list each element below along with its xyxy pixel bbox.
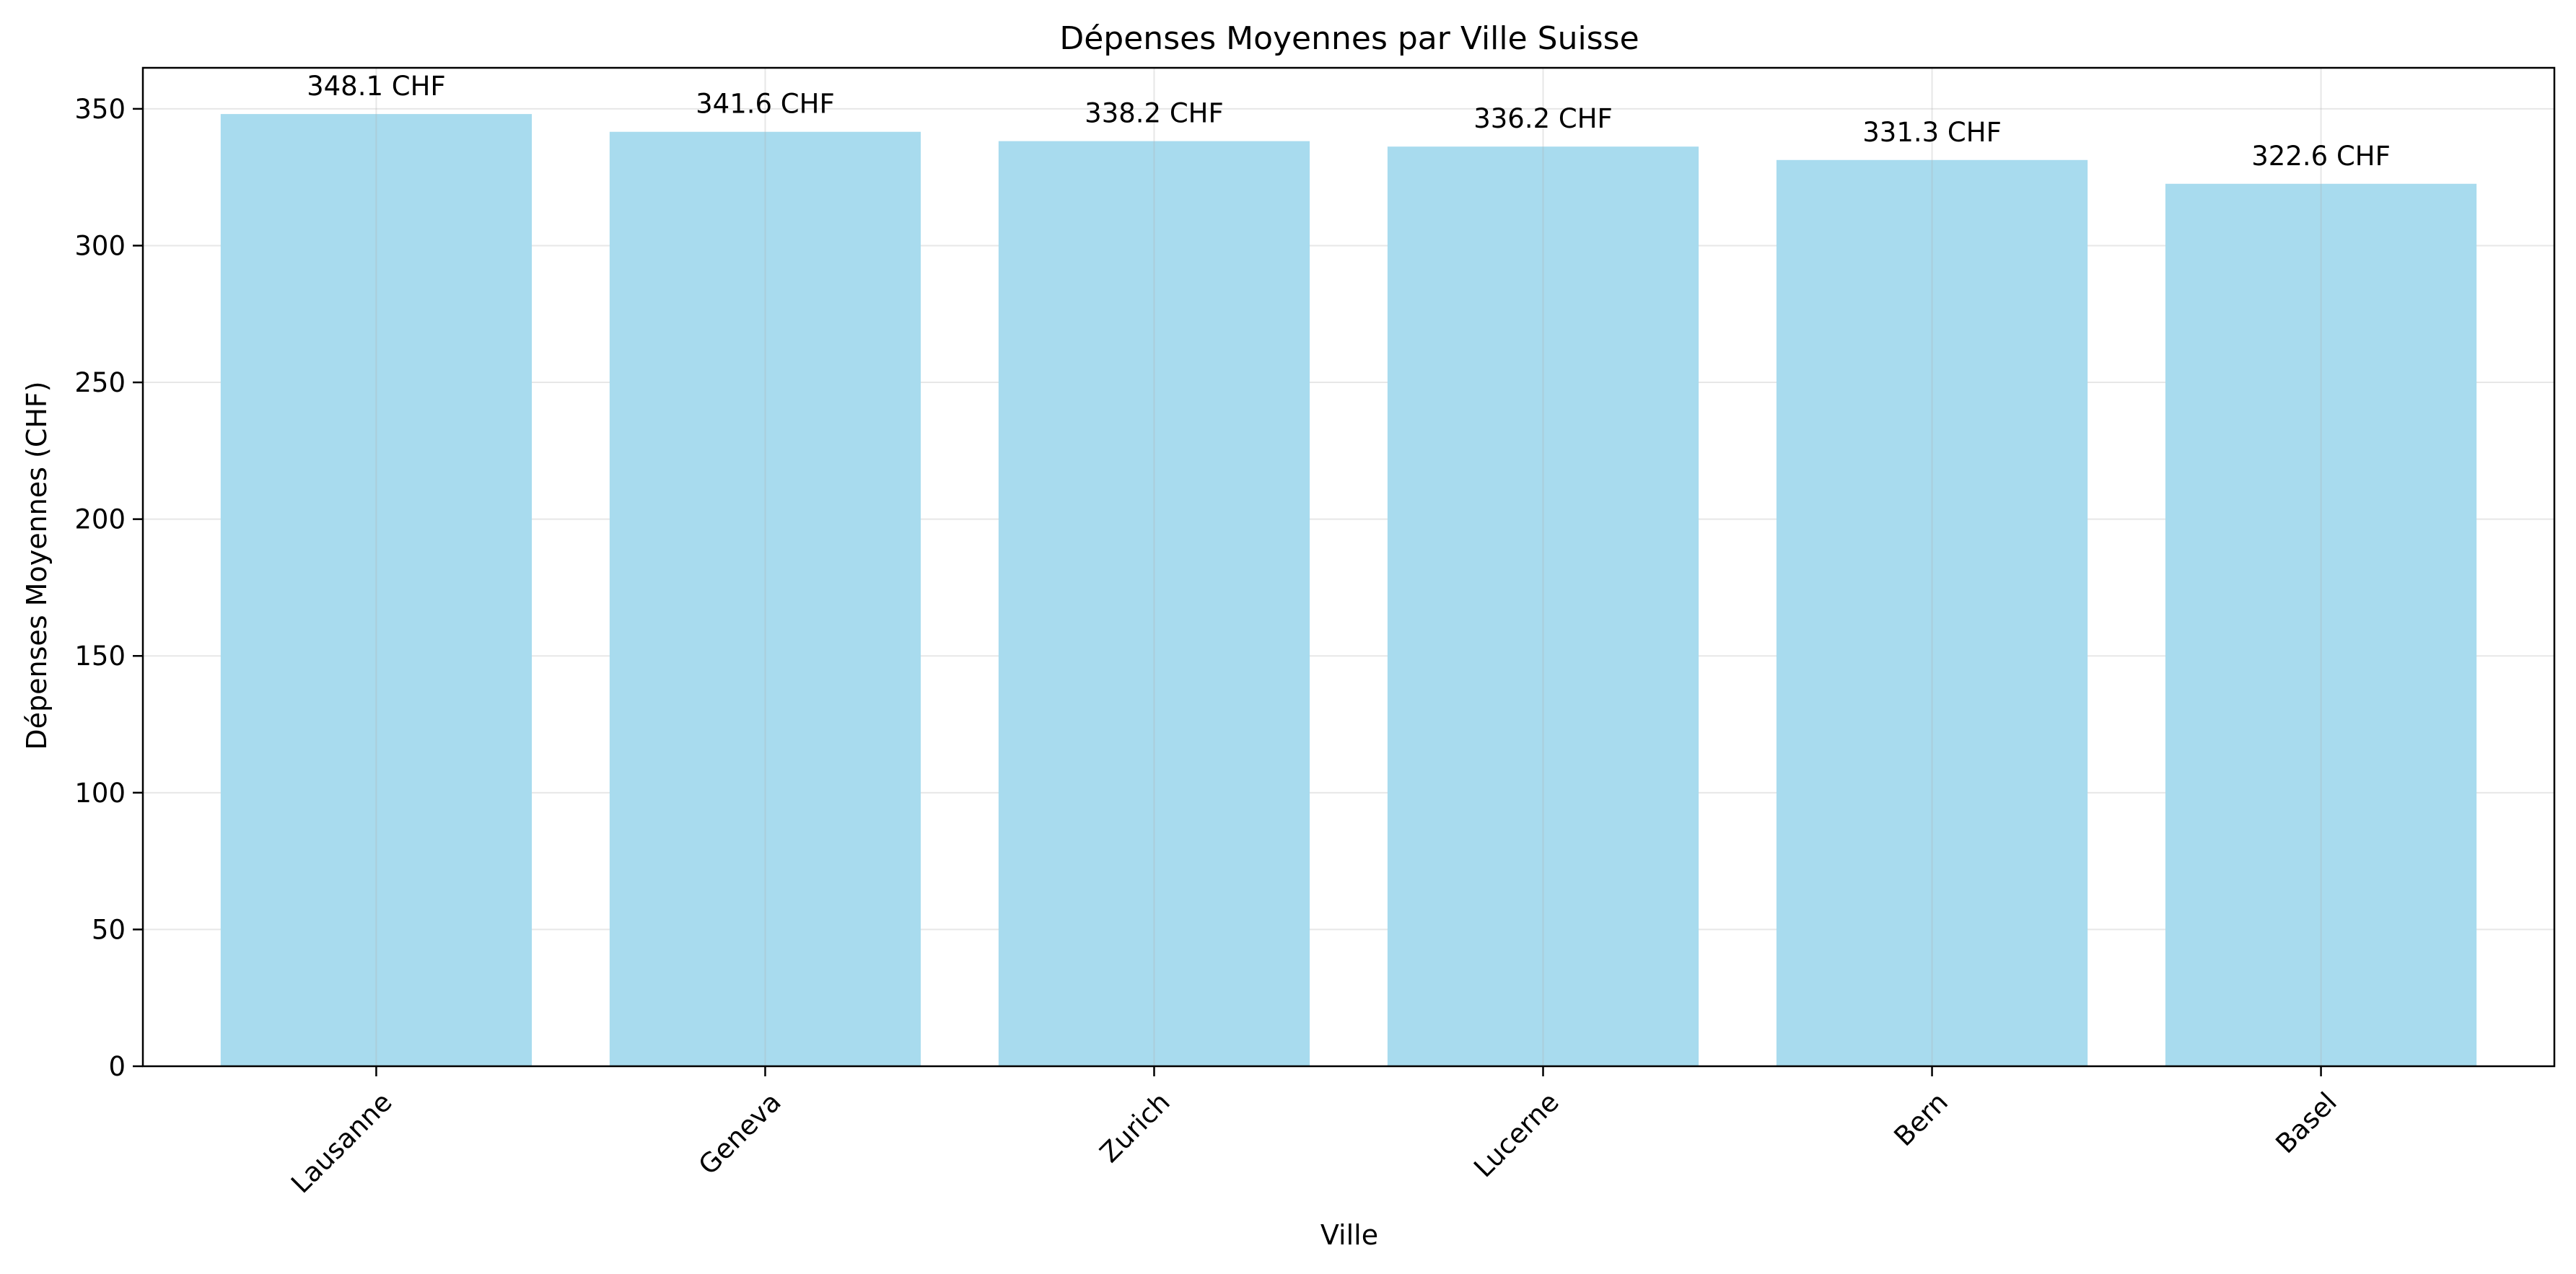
y-tick-label: 300 — [74, 230, 126, 261]
bar-lucerne — [1387, 146, 1699, 1067]
bar-bern — [1776, 159, 2088, 1067]
y-tick-label: 50 — [92, 914, 126, 945]
chart-title: Dépenses Moyennes par Ville Suisse — [1059, 20, 1639, 57]
y-tick-label: 350 — [74, 94, 126, 125]
value-label-lausanne: 348.1 CHF — [307, 71, 446, 102]
bar-zurich — [998, 141, 1310, 1066]
bar-basel — [2165, 183, 2477, 1067]
x-axis-label: Ville — [1320, 1219, 1378, 1251]
bar-lausanne — [220, 114, 533, 1067]
y-tick-label: 250 — [74, 367, 126, 398]
value-label-basel: 322.6 CHF — [2251, 141, 2391, 172]
value-label-lucerne: 336.2 CHF — [1473, 103, 1613, 134]
value-label-zurich: 338.2 CHF — [1085, 98, 1224, 129]
y-tick-label: 200 — [74, 504, 126, 535]
bars — [220, 114, 2477, 1067]
y-axis-label: Dépenses Moyennes (CHF) — [21, 381, 53, 750]
value-label-geneva: 341.6 CHF — [696, 89, 835, 120]
y-tick-label: 150 — [74, 641, 126, 672]
y-tick-label: 0 — [108, 1051, 126, 1082]
x-grid-lines — [375, 68, 2322, 1066]
value-label-bern: 331.3 CHF — [1862, 117, 2002, 148]
plot-area-frame — [141, 66, 2556, 1068]
y-axis-ticks: 0 50 100 150 200 250 300 350 — [74, 94, 143, 1082]
bar-geneva — [609, 131, 921, 1067]
value-labels: 348.1 CHF 341.6 CHF 338.2 CHF 336.2 CHF 331.… — [307, 71, 2391, 172]
y-tick-label: 100 — [74, 778, 126, 809]
